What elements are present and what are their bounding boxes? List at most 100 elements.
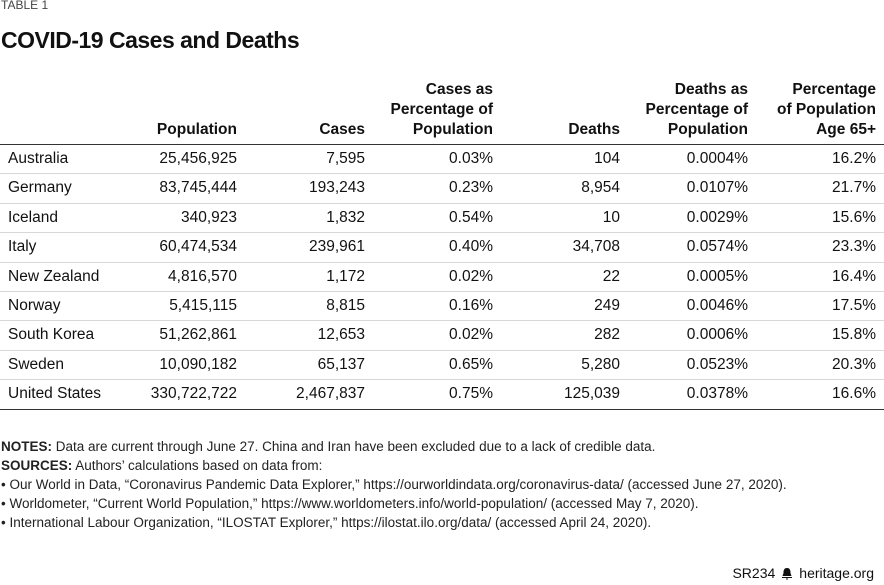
source-list: • Our World in Data, “Coronavirus Pandem… <box>1 475 787 532</box>
sources-text: Authors’ calculations based on data from… <box>75 458 323 473</box>
bullet: • <box>1 477 10 492</box>
value-cell: 10,090,182 <box>159 355 237 373</box>
value-cell: 65,137 <box>317 355 365 373</box>
value-cell: 10 <box>602 208 620 226</box>
value-cell: 5,280 <box>581 355 620 373</box>
value-cell: 23.3% <box>832 238 876 256</box>
value-cell: 0.75% <box>449 385 493 403</box>
value-cell: 34,708 <box>572 238 620 256</box>
notes: NOTES: Data are current through June 27.… <box>1 437 787 532</box>
header-line: of Population <box>776 101 876 118</box>
value-cell: 16.6% <box>832 385 876 403</box>
header-line: Percentage of <box>390 101 493 118</box>
sources-line: SOURCES: Authors’ calculations based on … <box>1 456 787 475</box>
source-item: • International Labour Organization, “IL… <box>1 513 787 532</box>
table-row: Norway 5,415,115 8,815 0.16% 249 0.0046% 17.5% <box>0 292 884 322</box>
value-cell: 0.65% <box>449 355 493 373</box>
notes-line: NOTES: Data are current through June 27.… <box>1 437 787 456</box>
site: heritage.org <box>799 565 874 581</box>
value-cell: 7,595 <box>326 150 365 167</box>
column-header: Deaths as Percentage of Population <box>645 78 748 144</box>
header-line: Cases <box>319 121 365 138</box>
value-cell: 21.7% <box>832 179 876 197</box>
value-cell: 5,415,115 <box>169 296 237 314</box>
header-line: Percentage <box>792 81 876 98</box>
header-line: Deaths as <box>674 81 748 98</box>
column-header: Population <box>157 78 237 144</box>
value-cell: 0.02% <box>449 267 493 285</box>
value-cell: 193,243 <box>308 179 365 197</box>
source-item: • Worldometer, “Current World Population… <box>1 494 787 513</box>
value-cell: 0.23% <box>449 179 493 197</box>
column-header: Deaths <box>568 78 620 144</box>
value-cell: 104 <box>594 150 620 167</box>
value-cell: 8,954 <box>581 179 620 197</box>
country-cell: United States <box>8 385 102 403</box>
source-item: • Our World in Data, “Coronavirus Pandem… <box>1 475 787 494</box>
table-label: TABLE 1 <box>1 0 49 12</box>
value-cell: 16.4% <box>832 267 876 285</box>
value-cell: 0.0005% <box>686 267 748 285</box>
header-line: Population <box>156 121 237 138</box>
value-cell: 330,722,722 <box>150 385 237 403</box>
title: COVID-19 Cases and Deaths <box>1 27 300 53</box>
bullet: • <box>1 515 10 530</box>
value-cell: 0.54% <box>449 208 493 226</box>
country-cell: Sweden <box>8 355 65 373</box>
footer: SR234 heritage.org <box>732 565 874 581</box>
value-cell: 340,923 <box>180 208 237 226</box>
value-cell: 125,039 <box>563 385 620 403</box>
value-cell: 0.03% <box>449 150 493 167</box>
sources-label: SOURCES: <box>1 458 73 473</box>
bell-icon <box>782 567 793 579</box>
notes-label: NOTES: <box>1 439 53 454</box>
table-row: Germany 83,745,444 193,243 0.23% 8,954 0.0107… <box>0 174 884 204</box>
value-cell: 0.0046% <box>686 296 748 314</box>
value-cell: 8,815 <box>326 296 365 314</box>
value-cell: 15.8% <box>832 326 876 344</box>
value-cell: 282 <box>594 326 620 344</box>
value-cell: 20.3% <box>832 355 876 373</box>
header-line: Percentage of <box>645 101 748 118</box>
table-row: Iceland 340,923 1,832 0.54% 10 0.0029% 15.6% <box>0 204 884 234</box>
value-cell: 0.0523% <box>686 355 748 373</box>
value-cell: 0.40% <box>449 238 493 256</box>
value-cell: 22 <box>602 267 620 285</box>
value-cell: 25,456,925 <box>159 150 237 167</box>
column-header: Cases <box>319 78 365 144</box>
table-row: Australia 25,456,925 7,595 0.03% 104 0.0004% 1… <box>0 145 884 175</box>
bullet: • <box>1 496 10 511</box>
value-cell: 0.02% <box>449 326 493 344</box>
value-cell: 239,961 <box>308 238 365 256</box>
country-cell: Australia <box>8 150 69 167</box>
header-line: Population <box>412 121 493 138</box>
value-cell: 0.0004% <box>686 150 748 167</box>
column-header: Percentage of Population Age 65+ <box>777 78 876 144</box>
table-row: New Zealand 4,816,570 1,172 0.02% 22 0.0005% 1… <box>0 263 884 292</box>
header-line: Age 65+ <box>816 121 876 138</box>
value-cell: 1,172 <box>326 267 365 285</box>
value-cell: 12,653 <box>317 326 365 344</box>
value-cell: 2,467,837 <box>296 385 365 403</box>
value-cell: 0.0378% <box>686 385 748 403</box>
value-cell: 249 <box>594 296 620 314</box>
source-text: International Labour Organization, “ILOS… <box>9 515 652 530</box>
value-cell: 0.0107% <box>686 179 748 197</box>
value-cell: 15.6% <box>832 208 876 226</box>
data-table: Population Cases Cases as Percentage of Popu… <box>0 78 884 410</box>
table-row: Sweden 10,090,182 65,137 0.65% 5,280 0.0523% 2… <box>0 351 884 381</box>
country-cell: Germany <box>8 179 72 197</box>
country-cell: Norway <box>8 296 61 314</box>
header-line: Cases as <box>425 81 493 98</box>
value-cell: 1,832 <box>326 208 365 226</box>
header-line: Deaths <box>568 121 620 138</box>
header-row: Population Cases Cases as Percentage of Popu… <box>0 78 884 145</box>
value-cell: 0.0574% <box>686 238 748 256</box>
value-cell: 4,816,570 <box>168 267 237 285</box>
source-text: Worldometer, “Current World Population,”… <box>9 496 699 511</box>
header-line: Population <box>667 121 748 138</box>
table-row: Italy 60,474,534 239,961 0.40% 34,708 0.0574%… <box>0 233 884 263</box>
country-cell: New Zealand <box>8 267 100 285</box>
